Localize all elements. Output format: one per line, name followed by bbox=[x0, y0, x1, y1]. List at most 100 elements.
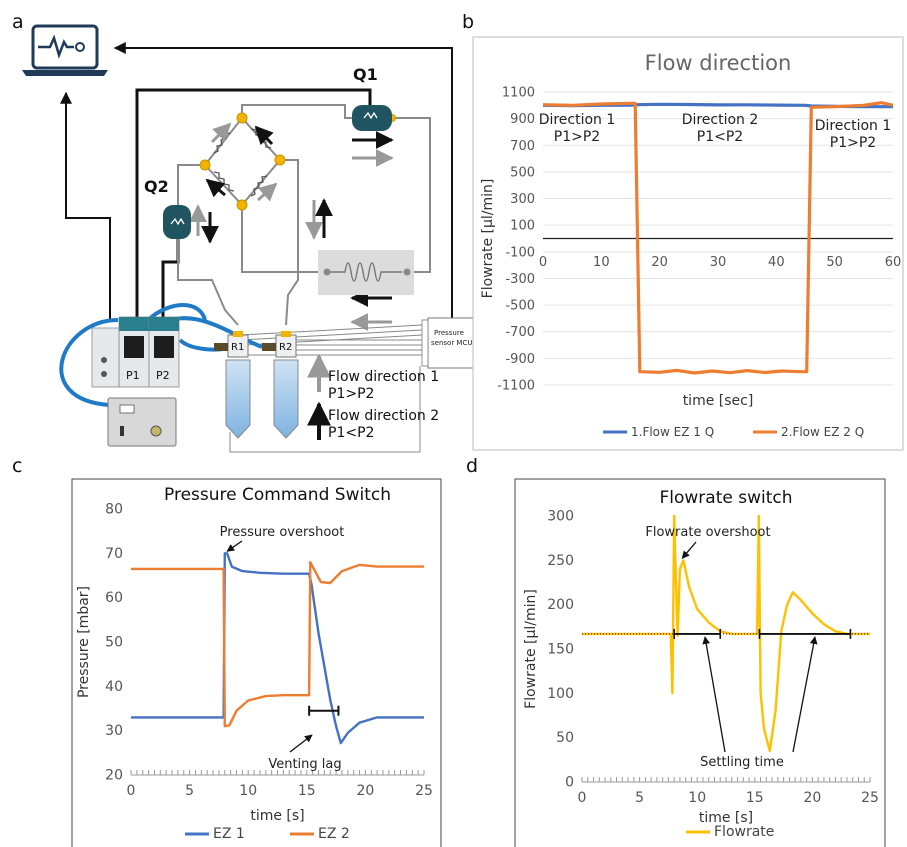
x-tick-label: 5 bbox=[635, 790, 644, 806]
y-tick-label: 1100 bbox=[502, 86, 535, 101]
panel-letter-d: d bbox=[466, 455, 478, 477]
y-tick-label: 300 bbox=[510, 192, 535, 207]
direction-legend: Flow direction 1 P1>P2 Flow direction 2 … bbox=[319, 356, 439, 441]
x-tick-label: 0 bbox=[127, 783, 136, 799]
panel-letter-c: c bbox=[12, 455, 22, 477]
p1-label: P1 bbox=[126, 369, 140, 382]
annotation-label: Flowrate overshoot bbox=[645, 525, 770, 540]
sensor-mcu-label-1: Pressure bbox=[434, 329, 464, 337]
legend-direction-2-condition: P1<P2 bbox=[328, 425, 374, 441]
y-tick-label: -100 bbox=[505, 245, 535, 260]
pressure-controller-p1: P1 bbox=[119, 317, 149, 387]
y-tick-label: -500 bbox=[505, 299, 535, 314]
resistor-icon bbox=[214, 129, 271, 196]
annotation-label: Direction 2 bbox=[682, 112, 759, 128]
y-axis-label: Pressure [mbar] bbox=[76, 586, 92, 698]
x-tick-label: 10 bbox=[239, 783, 257, 799]
y-tick-label: 50 bbox=[556, 730, 574, 746]
annotation-label: Direction 1 bbox=[815, 118, 892, 134]
x-tick-label: 20 bbox=[803, 790, 821, 806]
annotation-label: P1>P2 bbox=[554, 129, 600, 145]
x-tick-label: 60 bbox=[885, 255, 902, 270]
annotation-label: Pressure overshoot bbox=[220, 525, 345, 540]
y-tick-label: 100 bbox=[547, 686, 574, 702]
y-tick-label: 60 bbox=[105, 590, 123, 606]
legend-label: 1.Flow EZ 1 Q bbox=[631, 425, 714, 439]
x-axis-label: time [s] bbox=[250, 808, 304, 824]
x-tick-label: 25 bbox=[415, 783, 433, 799]
y-tick-label: -900 bbox=[505, 352, 535, 367]
y-axis-label: Flowrate [µl/min] bbox=[523, 589, 539, 709]
q2-label: Q2 bbox=[144, 177, 169, 196]
x-tick-label: 30 bbox=[710, 255, 727, 270]
x-tick-label: 40 bbox=[768, 255, 785, 270]
y-tick-label: -300 bbox=[505, 272, 535, 287]
legend-label: 2.Flow EZ 2 Q bbox=[781, 425, 864, 439]
chart-title: Pressure Command Switch bbox=[164, 485, 391, 505]
legend-label: Flowrate bbox=[714, 824, 774, 840]
annotation-label: Settling time bbox=[700, 755, 784, 770]
y-tick-label: 900 bbox=[510, 112, 535, 127]
x-tick-label: 15 bbox=[298, 783, 316, 799]
y-axis-label: Flowrate [µl/min] bbox=[480, 179, 496, 299]
x-tick-label: 0 bbox=[539, 255, 547, 270]
coil-chip bbox=[318, 250, 414, 295]
reservoir-r2: R2 bbox=[262, 331, 298, 438]
x-tick-label: 25 bbox=[861, 790, 879, 806]
chart-title: Flow direction bbox=[645, 51, 792, 75]
annotation-label: P1>P2 bbox=[830, 135, 876, 151]
p2-label: P2 bbox=[156, 369, 170, 382]
x-tick-label: 10 bbox=[688, 790, 706, 806]
x-axis-label: time [sec] bbox=[683, 393, 754, 409]
panel-letter-b: b bbox=[462, 11, 474, 33]
x-tick-label: 20 bbox=[356, 783, 374, 799]
y-tick-label: -700 bbox=[505, 325, 535, 340]
annotation-label: Direction 1 bbox=[539, 112, 616, 128]
laptop-icon bbox=[22, 26, 108, 76]
panel-b: b Flow direction1100900700500300100-100-… bbox=[462, 11, 903, 450]
x-tick-label: 10 bbox=[593, 255, 610, 270]
flow-sensor-q1: Q1 bbox=[352, 65, 392, 131]
y-tick-label: 50 bbox=[105, 635, 123, 651]
x-tick-label: 0 bbox=[578, 790, 587, 806]
legend-direction-2: Flow direction 2 bbox=[328, 408, 439, 424]
legend-label: EZ 1 bbox=[213, 826, 245, 842]
x-tick-label: 20 bbox=[651, 255, 668, 270]
sensor-mcu-label-2: sensor MCU bbox=[431, 339, 472, 347]
flow-sensor-q2: Q2 bbox=[144, 177, 191, 239]
legend-label: EZ 2 bbox=[318, 826, 350, 842]
y-tick-label: -1100 bbox=[497, 379, 535, 394]
y-tick-label: 200 bbox=[547, 597, 574, 613]
panel-a: a bbox=[12, 11, 476, 452]
pressure-controller-p2: P2 bbox=[149, 317, 179, 387]
panel-d: d Flowrate switch 300 250 200 150 100 50 00 5 10 1… bbox=[466, 455, 885, 847]
y-tick-label: 40 bbox=[105, 679, 123, 695]
y-tick-label: 20 bbox=[105, 768, 123, 784]
legend-direction-1: Flow direction 1 bbox=[328, 369, 439, 385]
y-tick-label: 300 bbox=[547, 509, 574, 525]
r2-label: R2 bbox=[279, 342, 292, 353]
y-tick-label: 250 bbox=[547, 553, 574, 569]
r1-label: R1 bbox=[231, 342, 244, 353]
y-tick-label: 80 bbox=[105, 502, 123, 518]
chart-frame bbox=[473, 37, 903, 450]
x-tick-label: 5 bbox=[185, 783, 194, 799]
x-tick-label: 50 bbox=[826, 255, 843, 270]
y-tick-label: 100 bbox=[510, 219, 535, 234]
chart-title: Flowrate switch bbox=[659, 488, 792, 508]
y-tick-label: 0 bbox=[565, 775, 574, 791]
pressure-source bbox=[108, 398, 176, 446]
panel-c: c Pressure Command Switch807060504030200… bbox=[12, 455, 441, 847]
y-tick-label: 700 bbox=[510, 139, 535, 154]
annotation-label: P1<P2 bbox=[697, 129, 743, 145]
y-tick-label: 70 bbox=[105, 546, 123, 562]
annotation-label: Venting lag bbox=[268, 757, 341, 772]
reservoir-r1: R1 bbox=[214, 331, 250, 438]
y-tick-label: 30 bbox=[105, 723, 123, 739]
y-tick-label: 150 bbox=[547, 642, 574, 658]
x-tick-label: 15 bbox=[746, 790, 764, 806]
y-tick-label: 500 bbox=[510, 165, 535, 180]
q1-label: Q1 bbox=[353, 65, 378, 84]
power-module bbox=[92, 328, 119, 387]
